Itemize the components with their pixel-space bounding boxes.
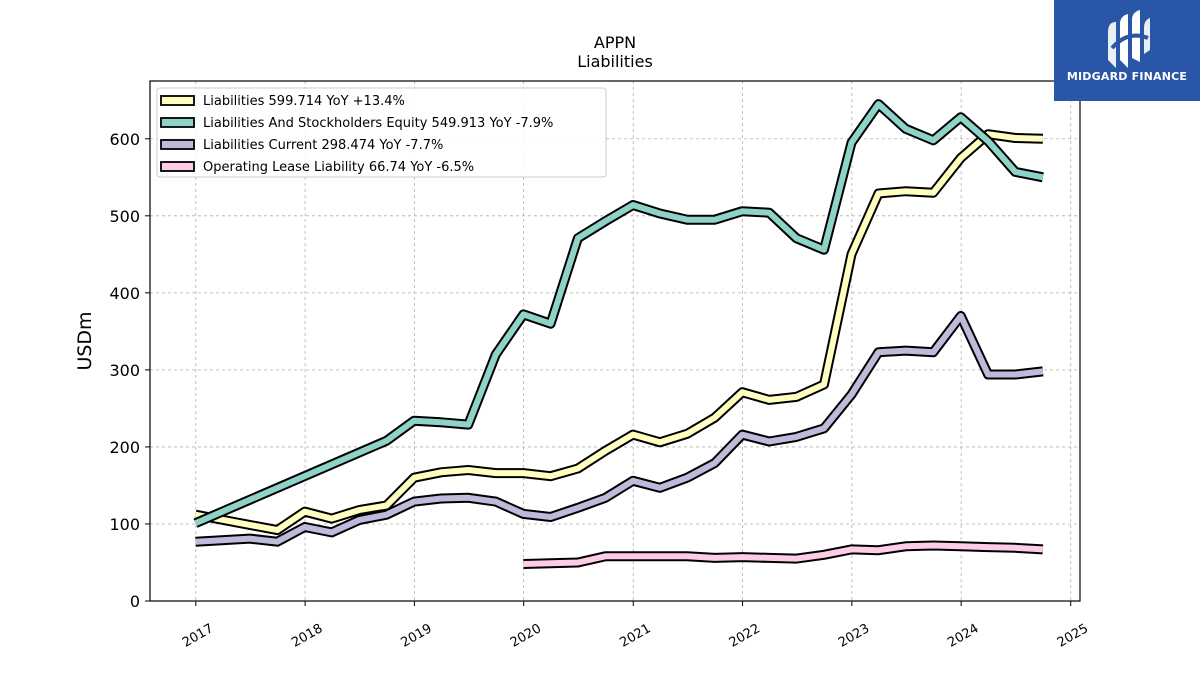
- legend: Liabilities 599.714 YoY +13.4% Liabilitie…: [156, 87, 607, 178]
- legend-swatch: [160, 139, 195, 150]
- chart-title: APPN: [594, 33, 636, 52]
- y-tick-label: 600: [109, 130, 140, 149]
- y-axis-label: USDm: [74, 311, 96, 370]
- x-tick-label: 2020: [508, 621, 544, 651]
- legend-swatch: [160, 117, 195, 128]
- x-tick-label: 2024: [945, 621, 981, 651]
- y-tick-label: 400: [109, 284, 140, 303]
- midgard-logo-icon: [1108, 10, 1150, 68]
- series-line: [194, 101, 1044, 526]
- series-line: [194, 131, 1043, 534]
- legend-entry: Liabilities And Stockholders Equity 549.…: [203, 116, 553, 131]
- series-line: [523, 542, 1044, 567]
- y-tick-label: 300: [109, 361, 140, 380]
- y-tick-label: 100: [109, 515, 140, 534]
- chart-subtitle: Liabilities: [577, 52, 653, 71]
- x-tick-label: 2023: [836, 621, 872, 651]
- brand-name: MIDGARD FINANCE: [1066, 70, 1188, 83]
- legend-swatch: [160, 161, 195, 172]
- legend-entry: Operating Lease Liability 66.74 YoY -6.5…: [203, 160, 474, 175]
- y-tick-label: 0: [130, 592, 140, 611]
- x-axis: 2017 2018 2019 2020 2021 2022 2023 2024 2025: [180, 601, 1091, 651]
- x-tick-label: 2018: [289, 621, 325, 651]
- x-tick-label: 2021: [617, 621, 653, 651]
- y-axis: 0 100 200 300 400 500 600: [109, 130, 150, 611]
- legend-entry: Liabilities 599.714 YoY +13.4%: [203, 94, 405, 109]
- y-tick-label: 200: [109, 438, 140, 457]
- x-tick-label: 2017: [180, 621, 216, 651]
- x-tick-label: 2025: [1055, 621, 1091, 651]
- y-tick-label: 500: [109, 207, 140, 226]
- legend-swatch: [160, 95, 195, 106]
- legend-entry: Liabilities Current 298.474 YoY -7.7%: [203, 138, 443, 153]
- series-layer: [193, 99, 1044, 569]
- plot-frame: [149, 80, 1081, 602]
- legend-box: [156, 87, 607, 178]
- series-line: [195, 313, 1044, 545]
- x-tick-label: 2022: [727, 621, 763, 651]
- brand-logo: MIDGARD FINANCE: [1054, 0, 1200, 101]
- x-tick-label: 2019: [399, 621, 435, 651]
